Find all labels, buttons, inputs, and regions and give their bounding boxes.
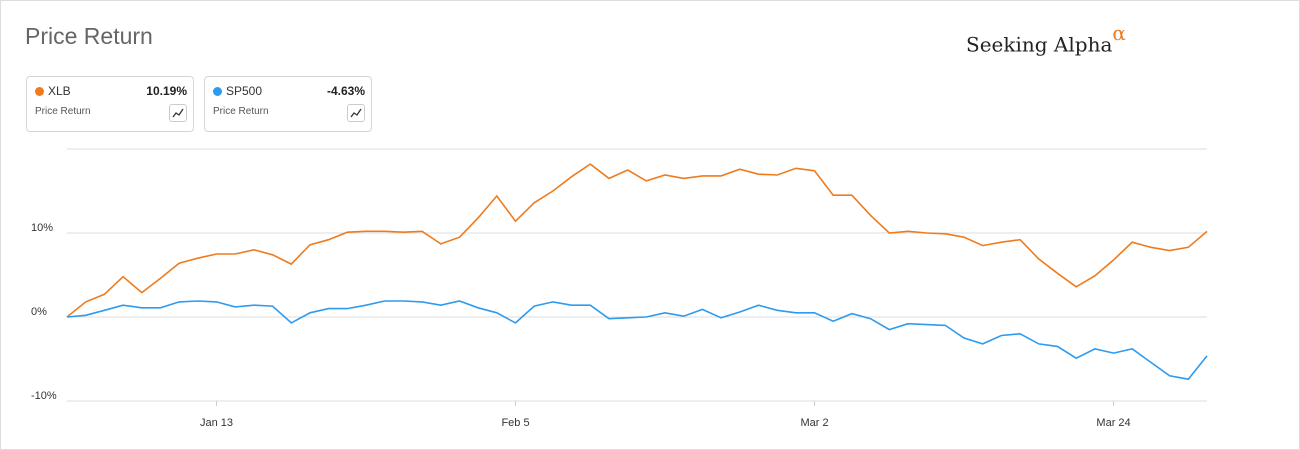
line-series [66, 300, 1208, 381]
legend-dot [35, 87, 44, 96]
x-tick-label: Mar 2 [800, 417, 828, 429]
legend-value: 10.19% [146, 84, 187, 98]
chart-icon-button[interactable] [347, 104, 365, 122]
y-tick-label: -10% [31, 390, 57, 402]
chart-icon-button[interactable] [169, 104, 187, 122]
y-tick-label: 0% [31, 306, 47, 318]
legend-metric: Price Return [35, 106, 91, 117]
icon [172, 108, 184, 118]
icon [350, 108, 362, 118]
chart-title: Price Return [25, 23, 153, 49]
y-tick-label: 10% [31, 222, 53, 234]
line-series [66, 163, 1208, 318]
legend-metric: Price Return [213, 106, 269, 117]
legend-name: XLB [48, 84, 71, 98]
legend-card: XLB 10.19% Price Return [26, 76, 194, 132]
legend-name: SP500 [226, 84, 263, 98]
x-tick-label: Jan 13 [200, 417, 233, 429]
x-tick-label: Feb 5 [501, 417, 529, 429]
brand-name: Seeking Alpha [966, 32, 1113, 57]
brand-logo: Seeking Alphaα [966, 21, 1126, 57]
legend-dot [213, 87, 222, 96]
x-tick-label: Mar 24 [1096, 417, 1130, 429]
legend-value: -4.63% [326, 84, 365, 98]
legend-card: SP500 -4.63% Price Return [204, 76, 372, 132]
brand-mark: α [1112, 21, 1126, 45]
